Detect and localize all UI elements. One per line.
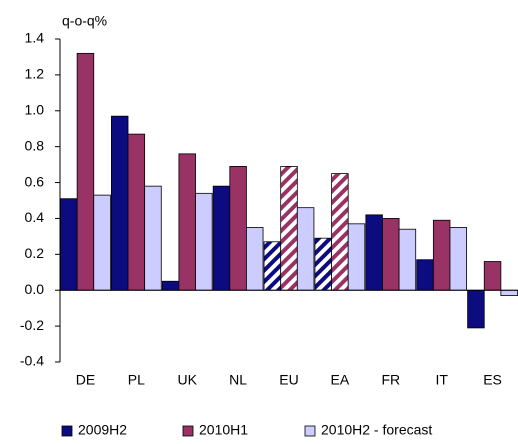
x-tick-label: IT bbox=[435, 372, 448, 388]
bar bbox=[296, 207, 315, 291]
y-tick-label: 0.6 bbox=[25, 173, 45, 189]
bar bbox=[195, 192, 213, 291]
y-tick-label: -0.2 bbox=[20, 317, 44, 333]
legend-label: 2010H1 bbox=[199, 422, 248, 438]
bar bbox=[263, 241, 282, 291]
x-tick-label: NL bbox=[229, 372, 247, 388]
bar bbox=[432, 219, 451, 291]
legend-label: 2010H2 - forecast bbox=[321, 422, 432, 438]
bar bbox=[331, 173, 349, 291]
x-tick-label: UK bbox=[177, 372, 197, 388]
bar bbox=[382, 218, 400, 291]
bar bbox=[365, 214, 383, 291]
y-tick-label: 0.4 bbox=[25, 209, 45, 225]
x-tick-label: EU bbox=[279, 372, 298, 388]
bar bbox=[212, 185, 231, 291]
bar bbox=[314, 237, 332, 291]
bar bbox=[144, 185, 162, 291]
bar bbox=[483, 261, 502, 291]
y-tick-label: 0.0 bbox=[25, 281, 45, 297]
legend-swatch bbox=[304, 425, 316, 437]
bar bbox=[246, 227, 264, 291]
x-tick-label: FR bbox=[381, 372, 400, 388]
bar bbox=[60, 198, 78, 291]
bar bbox=[127, 133, 146, 291]
bar bbox=[280, 166, 298, 291]
x-tick-label: EA bbox=[331, 372, 350, 388]
legend-swatch bbox=[182, 425, 194, 437]
bar bbox=[178, 153, 196, 291]
bar bbox=[229, 166, 247, 291]
x-tick-label: DE bbox=[76, 372, 95, 388]
y-tick-label: 1.0 bbox=[25, 101, 45, 117]
x-tick-label: ES bbox=[483, 372, 502, 388]
legend-label: 2009H2 bbox=[78, 422, 127, 438]
y-tick-label: 1.2 bbox=[25, 66, 45, 82]
x-tick-label: PL bbox=[128, 372, 145, 388]
bar bbox=[500, 289, 518, 297]
bar bbox=[449, 227, 468, 291]
bar bbox=[398, 228, 417, 291]
y-axis-label: q-o-q% bbox=[62, 13, 107, 29]
y-tick-label: 0.8 bbox=[25, 137, 45, 153]
y-tick-label: -0.4 bbox=[20, 353, 44, 369]
bar bbox=[416, 259, 434, 291]
bar bbox=[93, 194, 111, 291]
bar bbox=[347, 223, 366, 291]
y-tick-label: 1.4 bbox=[25, 30, 45, 46]
bar bbox=[76, 52, 95, 291]
bar bbox=[161, 280, 180, 291]
y-tick-label: 0.2 bbox=[25, 245, 45, 261]
legend-swatch bbox=[61, 425, 73, 437]
bar bbox=[110, 115, 129, 291]
bar bbox=[467, 289, 485, 329]
